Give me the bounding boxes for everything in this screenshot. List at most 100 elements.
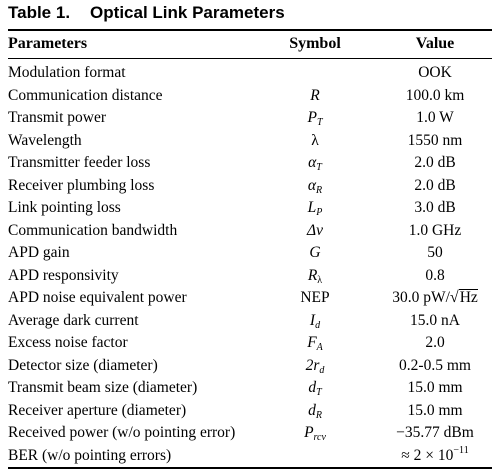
table-row: Communication distance R 100.0 km bbox=[0, 85, 500, 108]
symbol-cell: R bbox=[310, 86, 320, 104]
parameter-cell: BER (w/o pointing errors) bbox=[8, 446, 172, 464]
value-cell: 15.0 nA bbox=[410, 311, 460, 329]
parameter-cell: Average dark current bbox=[8, 311, 139, 329]
value-cell: 3.0 dB bbox=[414, 199, 456, 216]
table-row: Receiver plumbing loss αR 2.0 dB bbox=[0, 175, 500, 198]
table-row: Transmit beam size (diameter) dT 15.0 mm bbox=[0, 377, 500, 400]
symbol-base: α bbox=[308, 154, 317, 171]
table-row: Modulation format OOK bbox=[0, 62, 500, 85]
symbol-base: d bbox=[308, 379, 317, 396]
symbol-base: I bbox=[309, 311, 316, 329]
value-cell: 50 bbox=[427, 244, 443, 261]
header-parameters: Parameters bbox=[8, 35, 88, 52]
value-cell: 1550 nm bbox=[407, 131, 463, 149]
value-superscript: −11 bbox=[453, 444, 469, 456]
value-cell: 2.0 bbox=[425, 334, 445, 351]
value-cell: ≈ 2 × 10−11 bbox=[380, 445, 490, 468]
table-number: Table 1. bbox=[8, 3, 71, 22]
value-cell: −35.77 dBm bbox=[396, 424, 474, 441]
table-row: Communication bandwidth Δν 1.0 GHz bbox=[0, 220, 500, 243]
symbol-cell: αT bbox=[270, 152, 360, 175]
table-row: Link pointing loss LP 3.0 dB bbox=[0, 197, 500, 220]
parameter-cell: APD noise equivalent power bbox=[8, 289, 187, 306]
symbol-prefix: 2 bbox=[305, 356, 314, 374]
table-row: Excess noise factor FA 2.0 bbox=[0, 332, 500, 355]
symbol-base: d bbox=[308, 401, 316, 419]
symbol-subscript: d bbox=[319, 364, 325, 376]
parameter-cell: APD responsivity bbox=[8, 266, 119, 284]
symbol-subscript: λ bbox=[317, 274, 323, 286]
table-row: Average dark current Id 15.0 nA bbox=[0, 310, 500, 333]
value-cell: 1.0 W bbox=[416, 109, 454, 126]
value-cell: 15.0 mm bbox=[407, 401, 463, 419]
table-row: APD noise equivalent power NEP 30.0 pW/√… bbox=[0, 287, 500, 310]
symbol-cell: LP bbox=[270, 197, 360, 220]
value-text: 30.0 pW/ bbox=[392, 289, 450, 306]
table-row: Transmit power PT 1.0 W bbox=[0, 107, 500, 130]
symbol-cell: Δν bbox=[307, 221, 323, 239]
header-symbol: Symbol bbox=[289, 35, 341, 52]
parameter-cell: Excess noise factor bbox=[8, 334, 128, 351]
symbol-cell: G bbox=[309, 244, 321, 261]
parameter-cell: Received power (w/o pointing error) bbox=[8, 424, 236, 441]
symbol-subscript: T bbox=[316, 117, 323, 128]
parameter-cell: Transmit beam size (diameter) bbox=[8, 379, 198, 396]
header-rule bbox=[8, 58, 492, 59]
symbol-subscript: T bbox=[316, 162, 322, 173]
symbol-base: P bbox=[307, 109, 317, 126]
symbol-subscript: P bbox=[316, 207, 323, 218]
bottom-rule bbox=[8, 467, 492, 469]
value-cell: 2.0 dB bbox=[414, 154, 456, 171]
symbol-cell: Rλ bbox=[270, 265, 360, 288]
parameter-cell: Link pointing loss bbox=[8, 199, 121, 216]
symbol-base: r bbox=[313, 356, 320, 374]
value-cell: 2.0 dB bbox=[414, 176, 456, 194]
symbol-subscript: A bbox=[316, 342, 323, 353]
table-row: Transmitter feeder loss αT 2.0 dB bbox=[0, 152, 500, 175]
symbol-base: L bbox=[307, 199, 317, 216]
parameter-cell: APD gain bbox=[8, 244, 70, 261]
table-row: Receiver aperture (diameter) dR 15.0 mm bbox=[0, 400, 500, 423]
symbol-subscript: R bbox=[316, 184, 323, 196]
value-cell: 100.0 km bbox=[405, 86, 465, 104]
value-cell: 1.0 GHz bbox=[408, 221, 462, 239]
symbol-cell: NEP bbox=[300, 289, 330, 306]
parameter-cell: Transmit power bbox=[8, 109, 107, 126]
parameter-cell: Transmitter feeder loss bbox=[8, 154, 151, 171]
symbol-cell: αR bbox=[270, 175, 360, 198]
value-cell: 30.0 pW/√Hz bbox=[380, 287, 490, 310]
radicand: Hz bbox=[458, 289, 478, 306]
table-row: Wavelength λ 1550 nm bbox=[0, 130, 500, 153]
parameter-cell: Communication bandwidth bbox=[8, 221, 178, 239]
value-cell: 0.2-0.5 mm bbox=[399, 356, 471, 374]
value-cell: 0.8 bbox=[425, 266, 445, 284]
symbol-cell: PT bbox=[270, 107, 360, 130]
symbol-subscript: T bbox=[316, 387, 322, 398]
square-root: √Hz bbox=[450, 287, 478, 310]
symbol-cell: FA bbox=[270, 332, 360, 355]
radical-sign-icon: √ bbox=[449, 289, 459, 306]
symbol-cell: Id bbox=[270, 310, 360, 333]
symbol-cell: Prcv bbox=[270, 422, 360, 445]
table-row: BER (w/o pointing errors) ≈ 2 × 10−11 bbox=[0, 445, 500, 468]
table-row: Detector size (diameter) 2rd 0.2-0.5 mm bbox=[0, 355, 500, 378]
value-text: ≈ 2 × 10 bbox=[401, 446, 454, 464]
table-row: APD responsivity Rλ 0.8 bbox=[0, 265, 500, 288]
table-row: Received power (w/o pointing error) Prcv… bbox=[0, 422, 500, 445]
symbol-subscript: d bbox=[315, 319, 321, 331]
table-title: Optical Link Parameters bbox=[90, 3, 285, 22]
header-value: Value bbox=[415, 35, 455, 52]
top-rule bbox=[8, 29, 492, 31]
symbol-subscript: R bbox=[315, 409, 322, 421]
symbol-cell: λ bbox=[311, 131, 319, 149]
symbol-subscript: rcv bbox=[313, 432, 326, 443]
symbol-cell: dR bbox=[270, 400, 360, 423]
value-cell: 15.0 mm bbox=[407, 379, 463, 396]
symbol-base: F bbox=[307, 334, 317, 351]
parameter-cell: Communication distance bbox=[8, 86, 163, 104]
symbol-base: α bbox=[307, 176, 317, 194]
symbol-base: P bbox=[304, 424, 314, 441]
symbol-base: R bbox=[307, 266, 318, 284]
symbol-cell: 2rd bbox=[270, 355, 360, 378]
parameter-cell: Modulation format bbox=[8, 64, 126, 81]
